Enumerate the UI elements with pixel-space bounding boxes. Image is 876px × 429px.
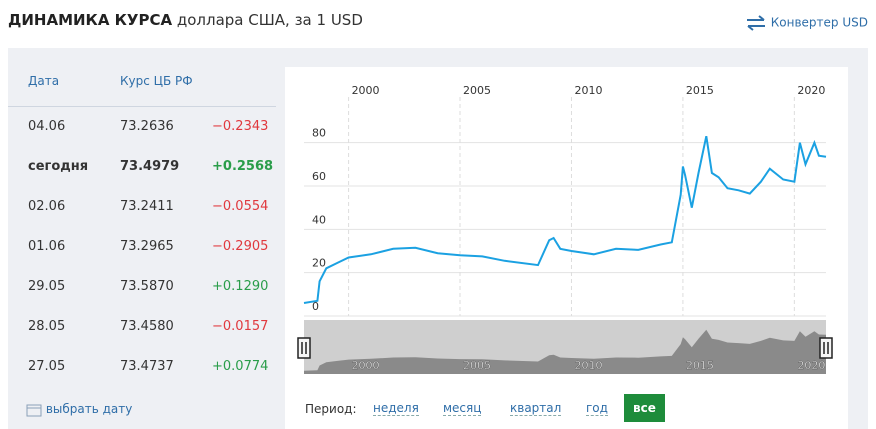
navigator-label: 2015	[686, 359, 714, 372]
table-cell: 29.05	[28, 279, 66, 294]
converter-text[interactable]: Конвертер USD	[770, 15, 868, 30]
header-title: ДИНАМИКА КУРСА доллара США, за 1 USD	[8, 11, 363, 29]
table-row: 29.05 73.5870 +0.1290	[8, 267, 276, 307]
navigator-area	[304, 329, 826, 374]
navigator-label: 2005	[463, 359, 491, 372]
exchange-icon	[746, 15, 765, 31]
period-option[interactable]: неделя	[373, 401, 419, 416]
table-cell: 28.05	[28, 319, 66, 334]
navigator-label: 2020	[797, 359, 825, 372]
chart: 0 20 40 60 80 2000 2005 2010 2015 2020 2000 2005 201…	[297, 84, 833, 374]
table-cell: 73.2965	[120, 239, 174, 254]
table-row: 04.06 73.2636 −0.2343	[8, 107, 276, 147]
pick-date[interactable]: выбрать дату	[26, 402, 132, 417]
title: ДИНАМИКА КУРСА	[8, 11, 173, 29]
table-cell: 02.06	[28, 199, 66, 214]
table-row: 27.05 73.4737 +0.0774	[8, 347, 276, 387]
table-cell: 27.05	[28, 359, 66, 374]
table-cell: −0.0554	[212, 199, 269, 214]
calendar-icon	[26, 404, 42, 416]
x-tick-label: 2020	[797, 84, 825, 97]
navigator-label: 2000	[352, 359, 380, 372]
period-selector: Период: неделя месяц квартал год все	[305, 394, 665, 422]
navigator-handle-grip	[823, 342, 829, 354]
table-header: Дата Курс ЦБ РФ	[8, 62, 276, 107]
subtitle: доллара США, за 1 USD	[176, 11, 363, 29]
y-tick-label: 20	[312, 257, 326, 270]
x-tick-label: 2015	[686, 84, 714, 97]
table-cell: −0.2343	[212, 119, 269, 134]
navigator-handle	[297, 337, 311, 359]
column-header: Дата	[28, 74, 60, 88]
x-tick-label: 2005	[463, 84, 491, 97]
table-cell: +0.2568	[212, 159, 274, 174]
table-cell: сегодня	[28, 159, 89, 174]
table-row: 02.06 73.2411 −0.0554	[8, 187, 276, 227]
y-tick-label: 0	[312, 300, 319, 313]
table-row: 01.06 73.2965 −0.2905	[8, 227, 276, 267]
x-tick-label: 2000	[352, 84, 380, 97]
table-cell: −0.2905	[212, 239, 269, 254]
table-cell: 01.06	[28, 239, 66, 254]
navigator-handle-grip	[301, 342, 307, 354]
chart-box: 0 20 40 60 80 2000 2005 2010 2015 2020 2000 2005 201…	[285, 67, 848, 429]
x-tick-label: 2010	[574, 84, 602, 97]
period-label: Период:	[305, 402, 357, 416]
column-header: Курс ЦБ РФ	[120, 74, 193, 88]
pick-date-text[interactable]: выбрать дату	[45, 402, 133, 416]
y-tick-label: 60	[312, 170, 326, 183]
table-cell: +0.1290	[212, 279, 269, 294]
y-tick-label: 80	[312, 127, 326, 140]
y-tick-label: 40	[312, 213, 326, 226]
rate-table: Дата Курс ЦБ РФ 04.06 73.2636 −0.2343 сегодня…	[8, 62, 276, 387]
navigator-label: 2010	[574, 359, 602, 372]
table-row: сегодня 73.4979 +0.2568	[8, 147, 276, 187]
table-cell: 73.2411	[120, 199, 174, 214]
navigator-handle	[819, 337, 833, 359]
table-cell: 73.4580	[120, 319, 174, 334]
table-cell: 73.4979	[120, 159, 180, 174]
table-cell: 73.4737	[120, 359, 174, 374]
table-row: 28.05 73.4580 −0.0157	[8, 307, 276, 347]
line	[303, 135, 827, 304]
table-cell: 73.2636	[120, 119, 174, 134]
table-cell: 04.06	[28, 119, 66, 134]
table-cell: +0.0774	[212, 359, 269, 374]
period-option[interactable]: квартал	[510, 401, 562, 416]
table-cell: 73.5870	[120, 279, 174, 294]
converter-link[interactable]: Конвертер USD	[745, 14, 868, 32]
period-option[interactable]: год	[586, 401, 608, 416]
period-option[interactable]: все	[624, 394, 665, 422]
table-cell: −0.0157	[212, 319, 269, 334]
period-option[interactable]: месяц	[443, 401, 482, 416]
